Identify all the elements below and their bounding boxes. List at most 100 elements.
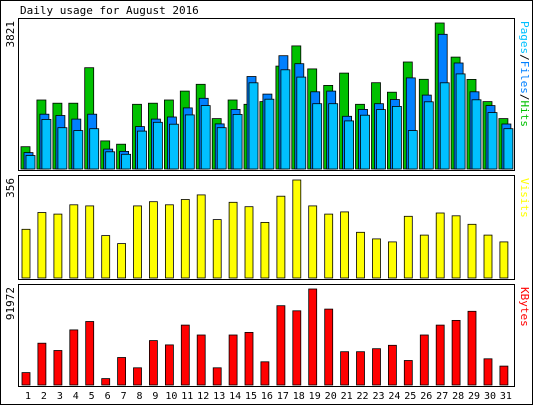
x-tick-day-1: 1 bbox=[25, 391, 31, 402]
bar-pages-day-27 bbox=[439, 82, 450, 170]
bar-kbytes-day-16 bbox=[260, 361, 270, 386]
bar-kbytes-day-4 bbox=[69, 329, 79, 386]
bar-kbytes-day-8 bbox=[133, 367, 142, 386]
bar-visits-day-2 bbox=[37, 212, 47, 279]
bar-kbytes-day-2 bbox=[37, 342, 47, 386]
bar-visits-day-29 bbox=[467, 223, 477, 279]
bar-kbytes-day-27 bbox=[435, 324, 445, 386]
bar-kbytes-day-13 bbox=[212, 367, 222, 386]
bar-pages-day-13 bbox=[216, 127, 227, 170]
bar-pages-day-25 bbox=[407, 130, 418, 170]
bar-kbytes-day-15 bbox=[244, 331, 254, 386]
bar-visits-day-31 bbox=[499, 241, 509, 279]
bar-kbytes-day-29 bbox=[467, 310, 477, 386]
bar-pages-day-31 bbox=[503, 128, 514, 170]
bar-pages-day-5 bbox=[89, 128, 100, 170]
bar-kbytes-day-26 bbox=[419, 334, 429, 386]
visits-ymax-label: 356 bbox=[4, 178, 17, 198]
bar-visits-day-28 bbox=[451, 215, 461, 279]
x-tick-day-2: 2 bbox=[41, 391, 47, 402]
x-tick-day-11: 11 bbox=[181, 391, 193, 402]
x-tick-day-20: 20 bbox=[325, 391, 337, 402]
bar-visits-day-5 bbox=[85, 205, 95, 279]
x-tick-day-28: 28 bbox=[452, 391, 464, 402]
bar-visits-day-30 bbox=[483, 234, 493, 279]
bar-visits-day-4 bbox=[69, 204, 79, 279]
bar-visits-day-24 bbox=[387, 241, 397, 279]
bar-visits-day-6 bbox=[101, 235, 111, 279]
bar-visits-day-22 bbox=[356, 231, 365, 279]
visits-legend: Visits bbox=[518, 178, 531, 218]
bar-pages-day-19 bbox=[312, 103, 323, 170]
legend-part: Visits bbox=[518, 178, 531, 218]
bar-kbytes-day-11 bbox=[180, 324, 190, 386]
bar-pages-day-28 bbox=[455, 73, 466, 170]
bar-visits-day-15 bbox=[244, 206, 254, 279]
bar-pages-day-23 bbox=[376, 109, 386, 170]
x-tick-day-18: 18 bbox=[293, 391, 305, 402]
bar-pages-day-8 bbox=[137, 130, 147, 170]
bar-pages-day-6 bbox=[105, 151, 116, 170]
x-tick-day-31: 31 bbox=[500, 391, 512, 402]
kbytes-ymax-label: 91972 bbox=[4, 287, 17, 320]
bar-visits-day-12 bbox=[196, 194, 206, 279]
bar-pages-day-16 bbox=[264, 98, 275, 170]
x-tick-day-15: 15 bbox=[245, 391, 257, 402]
bar-kbytes-day-25 bbox=[403, 360, 413, 386]
bar-visits-day-25 bbox=[403, 215, 413, 279]
bar-kbytes-day-30 bbox=[483, 358, 493, 386]
bar-pages-day-2 bbox=[41, 119, 52, 170]
bar-kbytes-day-24 bbox=[387, 344, 397, 386]
bar-pages-day-14 bbox=[232, 114, 243, 170]
legend-part: Pages bbox=[518, 21, 531, 54]
legend-part: Files bbox=[518, 61, 531, 94]
bar-pages-day-3 bbox=[57, 127, 68, 170]
bar-pages-day-26 bbox=[423, 101, 434, 170]
legend-part: KBytes bbox=[518, 287, 531, 327]
x-tick-day-27: 27 bbox=[436, 391, 448, 402]
bar-visits-day-17 bbox=[276, 195, 286, 279]
bars-layer bbox=[20, 22, 514, 386]
x-tick-day-8: 8 bbox=[136, 391, 142, 402]
bar-pages-day-21 bbox=[344, 120, 355, 170]
bar-pages-day-15 bbox=[248, 82, 259, 170]
x-tick-day-19: 19 bbox=[309, 391, 321, 402]
bar-kbytes-day-5 bbox=[85, 321, 95, 386]
bar-pages-day-30 bbox=[487, 112, 498, 170]
bar-kbytes-day-9 bbox=[148, 340, 158, 386]
bar-kbytes-day-31 bbox=[499, 365, 509, 386]
chart-title: Daily usage for August 2016 bbox=[20, 4, 199, 17]
bar-pages-day-22 bbox=[360, 114, 370, 170]
bar-visits-day-11 bbox=[180, 199, 190, 279]
bar-visits-day-10 bbox=[164, 204, 174, 279]
x-tick-day-5: 5 bbox=[89, 391, 95, 402]
x-tick-day-21: 21 bbox=[341, 391, 353, 402]
bar-kbytes-day-1 bbox=[21, 372, 31, 386]
bar-pages-day-1 bbox=[25, 155, 36, 170]
x-tick-day-26: 26 bbox=[420, 391, 432, 402]
bar-pages-day-9 bbox=[152, 121, 163, 170]
bar-kbytes-day-7 bbox=[117, 357, 126, 386]
x-tick-day-7: 7 bbox=[121, 391, 127, 402]
bar-pages-day-17 bbox=[280, 69, 291, 170]
kbytes-legend: KBytes bbox=[518, 287, 531, 327]
bar-visits-day-14 bbox=[228, 201, 238, 279]
bar-visits-day-19 bbox=[308, 205, 318, 279]
x-tick-day-23: 23 bbox=[372, 391, 384, 402]
bar-pages-day-29 bbox=[471, 99, 482, 170]
bar-pages-day-12 bbox=[200, 105, 211, 170]
legend-part: / bbox=[518, 94, 531, 101]
bar-visits-day-23 bbox=[372, 238, 381, 279]
x-tick-day-4: 4 bbox=[73, 391, 79, 402]
x-tick-day-10: 10 bbox=[165, 391, 177, 402]
bar-visits-day-21 bbox=[340, 211, 350, 279]
bar-kbytes-day-21 bbox=[340, 351, 350, 386]
x-tick-day-9: 9 bbox=[152, 391, 158, 402]
bar-kbytes-day-10 bbox=[164, 344, 174, 386]
bar-visits-day-8 bbox=[133, 205, 142, 279]
bar-pages-day-20 bbox=[328, 103, 339, 170]
x-tick-day-25: 25 bbox=[404, 391, 416, 402]
bar-kbytes-day-19 bbox=[308, 288, 318, 386]
bar-kbytes-day-28 bbox=[451, 319, 461, 386]
